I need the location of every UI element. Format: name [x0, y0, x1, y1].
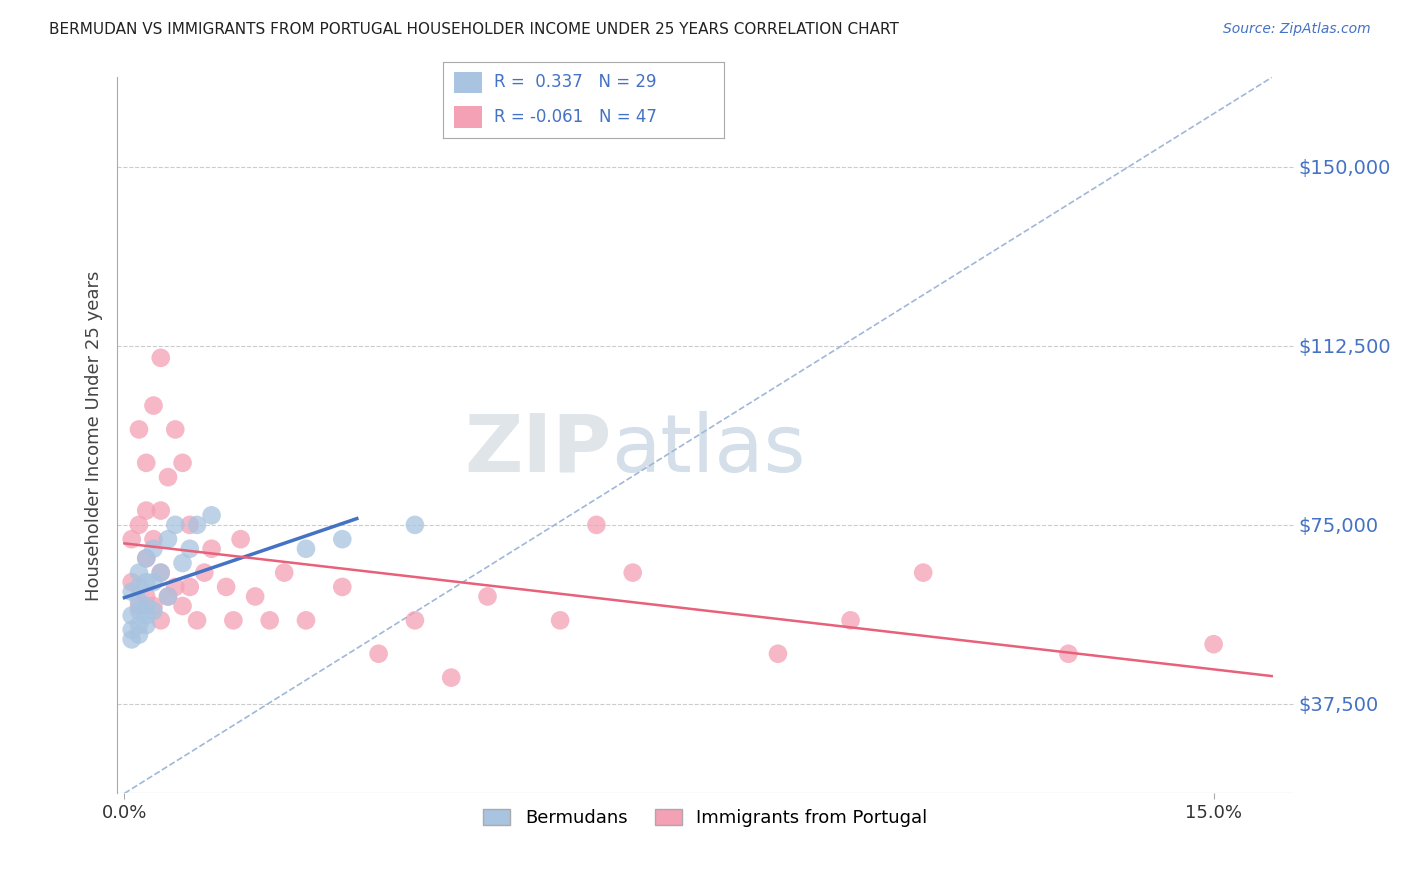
Point [157, 590, 180, 604]
Text: R = -0.061   N = 47: R = -0.061 N = 47 [494, 108, 657, 126]
Point [121, 575, 143, 590]
Point [404, 613, 426, 627]
Point [149, 613, 172, 627]
Text: atlas: atlas [612, 410, 806, 489]
Point [295, 541, 318, 556]
Point [1057, 647, 1080, 661]
Point [585, 517, 607, 532]
Point [128, 604, 150, 618]
Point [243, 590, 266, 604]
Point [142, 541, 165, 556]
Point [186, 613, 208, 627]
Point [200, 508, 222, 523]
Point [149, 566, 172, 580]
Point [149, 566, 172, 580]
Point [135, 503, 157, 517]
Point [121, 623, 143, 637]
Point [179, 541, 201, 556]
Text: ZIP: ZIP [464, 410, 612, 489]
Point [839, 613, 862, 627]
Point [142, 575, 165, 590]
Point [165, 517, 187, 532]
Point [142, 604, 165, 618]
Point [367, 647, 389, 661]
Point [142, 399, 165, 413]
Point [142, 532, 165, 546]
Point [128, 517, 150, 532]
Point [135, 618, 157, 632]
Point [477, 590, 499, 604]
Point [157, 590, 180, 604]
Point [295, 613, 318, 627]
Point [135, 551, 157, 566]
Point [165, 580, 187, 594]
Point [149, 351, 172, 365]
Point [404, 517, 426, 532]
Point [121, 608, 143, 623]
FancyBboxPatch shape [454, 71, 482, 93]
FancyBboxPatch shape [454, 106, 482, 128]
Point [135, 456, 157, 470]
Point [440, 671, 463, 685]
Point [172, 556, 194, 570]
Point [135, 599, 157, 613]
Point [128, 618, 150, 632]
Point [222, 613, 245, 627]
Point [548, 613, 571, 627]
Point [157, 532, 180, 546]
Point [172, 599, 194, 613]
Point [273, 566, 295, 580]
Point [157, 470, 180, 484]
Point [1202, 637, 1225, 651]
Point [128, 599, 150, 613]
Point [128, 580, 150, 594]
Point [766, 647, 789, 661]
Point [121, 632, 143, 647]
Point [200, 541, 222, 556]
Point [142, 599, 165, 613]
Point [165, 422, 187, 436]
Point [128, 422, 150, 436]
Point [330, 580, 353, 594]
Point [193, 566, 215, 580]
Point [215, 580, 238, 594]
Point [179, 517, 201, 532]
Point [179, 580, 201, 594]
Point [128, 627, 150, 641]
Point [135, 575, 157, 590]
Point [128, 594, 150, 608]
Text: Source: ZipAtlas.com: Source: ZipAtlas.com [1223, 22, 1371, 37]
Legend: Bermudans, Immigrants from Portugal: Bermudans, Immigrants from Portugal [477, 802, 935, 834]
Point [121, 584, 143, 599]
Point [149, 503, 172, 517]
Point [121, 532, 143, 546]
Point [186, 517, 208, 532]
Point [229, 532, 252, 546]
Text: R =  0.337   N = 29: R = 0.337 N = 29 [494, 73, 657, 91]
Point [128, 566, 150, 580]
Point [135, 608, 157, 623]
Point [259, 613, 281, 627]
Point [172, 456, 194, 470]
Point [621, 566, 644, 580]
Text: BERMUDAN VS IMMIGRANTS FROM PORTUGAL HOUSEHOLDER INCOME UNDER 25 YEARS CORRELATI: BERMUDAN VS IMMIGRANTS FROM PORTUGAL HOU… [49, 22, 898, 37]
Y-axis label: Householder Income Under 25 years: Householder Income Under 25 years [86, 270, 103, 600]
Point [135, 590, 157, 604]
Point [912, 566, 935, 580]
Point [330, 532, 353, 546]
Point [135, 551, 157, 566]
